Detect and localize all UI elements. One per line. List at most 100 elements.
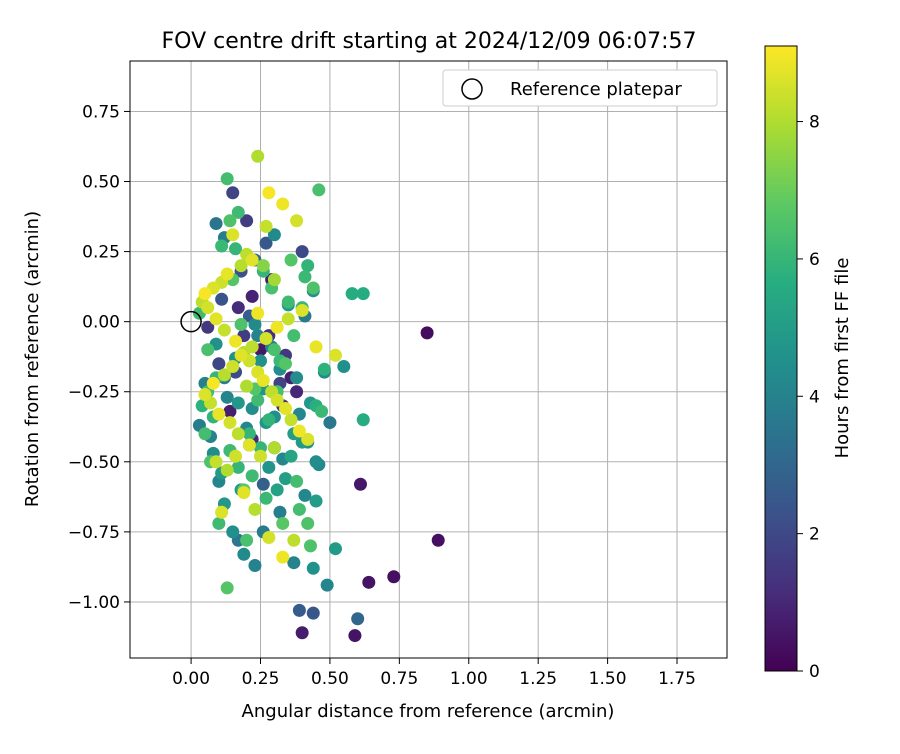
scatter-point <box>276 197 290 211</box>
scatter-point <box>295 626 309 640</box>
scatter-point <box>267 343 281 357</box>
scatter-point <box>262 413 276 427</box>
scatter-point <box>345 287 359 301</box>
scatter-point <box>245 289 259 303</box>
colorbar-tick-label: 8 <box>809 113 820 133</box>
scatter-point <box>323 416 337 430</box>
scatter-point <box>276 550 290 564</box>
scatter-point <box>356 413 370 427</box>
scatter-point <box>240 533 254 547</box>
legend-marker-icon <box>461 78 483 100</box>
scatter-point <box>248 317 262 331</box>
scatter-point <box>201 343 215 357</box>
scatter-point <box>220 267 234 281</box>
x-tick-label: 0.50 <box>311 669 349 689</box>
y-tick-label: −0.50 <box>68 453 120 473</box>
scatter-point <box>328 348 342 362</box>
scatter-point <box>231 301 245 315</box>
x-tick-label: 1.50 <box>589 669 627 689</box>
scatter-point <box>262 530 276 544</box>
scatter-point <box>320 578 334 592</box>
scatter-point <box>270 483 284 497</box>
scatter-point <box>317 362 331 376</box>
scatter-point <box>231 205 245 219</box>
scatter-point <box>212 357 226 371</box>
scatter-point <box>281 295 295 309</box>
scatter-point <box>290 385 304 399</box>
scatter-point <box>237 547 251 561</box>
scatter-point <box>215 239 229 253</box>
x-tick-label: 0.75 <box>380 669 418 689</box>
scatter-point <box>226 525 240 539</box>
scatter-point <box>287 533 301 547</box>
scatter-point <box>212 516 226 530</box>
scatter-point <box>223 416 237 430</box>
scatter-point <box>295 303 309 317</box>
scatter-point <box>226 360 240 374</box>
scatter-point <box>223 214 237 228</box>
scatter-point <box>290 474 304 488</box>
scatter-point <box>281 312 295 326</box>
scatter-point <box>256 477 270 491</box>
scatter-point <box>215 505 229 519</box>
scatter-point <box>259 491 273 505</box>
scatter-point <box>301 516 315 530</box>
scatter-point <box>226 228 240 242</box>
scatter-point <box>198 388 212 402</box>
scatter-point <box>245 253 259 267</box>
scatter-point <box>242 427 256 441</box>
scatter-point <box>198 287 212 301</box>
scatter-point <box>267 228 281 242</box>
scatter-point <box>301 432 315 446</box>
scatter-point <box>201 301 215 315</box>
scatter-point <box>220 463 234 477</box>
scatter-point <box>262 460 276 474</box>
scatter-point <box>290 371 304 385</box>
scatter-point <box>242 438 256 452</box>
scatter-point <box>209 312 223 326</box>
scatter-point <box>270 320 284 334</box>
scatter-point <box>353 477 367 491</box>
scatter-point <box>312 183 326 197</box>
scatter-point <box>229 334 243 348</box>
scatter-point <box>198 427 212 441</box>
scatter-point <box>220 390 234 404</box>
scatter-point <box>309 494 323 508</box>
scatter-point <box>337 360 351 374</box>
scatter-point <box>220 172 234 186</box>
scatter-point <box>306 561 320 575</box>
scatter-point <box>290 214 304 228</box>
plot-frame <box>129 60 728 659</box>
scatter-point <box>229 449 243 463</box>
scatter-point <box>209 217 223 231</box>
scatter-point <box>356 287 370 301</box>
scatter-point <box>259 236 273 250</box>
scatter-point <box>240 379 254 393</box>
scatter-point <box>223 404 237 418</box>
colorbar-gradient <box>764 45 798 672</box>
scatter-point <box>251 393 265 407</box>
scatter-point <box>301 259 315 273</box>
scatter-point <box>287 329 301 343</box>
scatter-point <box>229 242 243 256</box>
scatter-point <box>267 273 281 287</box>
colorbar-tick-label: 6 <box>809 250 820 270</box>
scatter-point <box>292 502 306 516</box>
scatter-point <box>259 331 273 345</box>
scatter-point <box>387 570 401 584</box>
scatter-point <box>273 505 287 519</box>
scatter-point <box>309 455 323 469</box>
scatter-point <box>287 556 301 570</box>
x-axis-label: Angular distance from reference (arcmin) <box>242 701 615 722</box>
data-points <box>192 149 445 643</box>
colorbar-tick-label: 2 <box>809 525 820 545</box>
scatter-point <box>278 472 292 486</box>
scatter-point <box>220 581 234 595</box>
scatter-point <box>262 186 276 200</box>
scatter-point <box>240 214 254 228</box>
scatter-point <box>217 323 231 337</box>
scatter-point <box>298 488 312 502</box>
scatter-point <box>431 533 445 547</box>
scatter-point <box>248 502 262 516</box>
